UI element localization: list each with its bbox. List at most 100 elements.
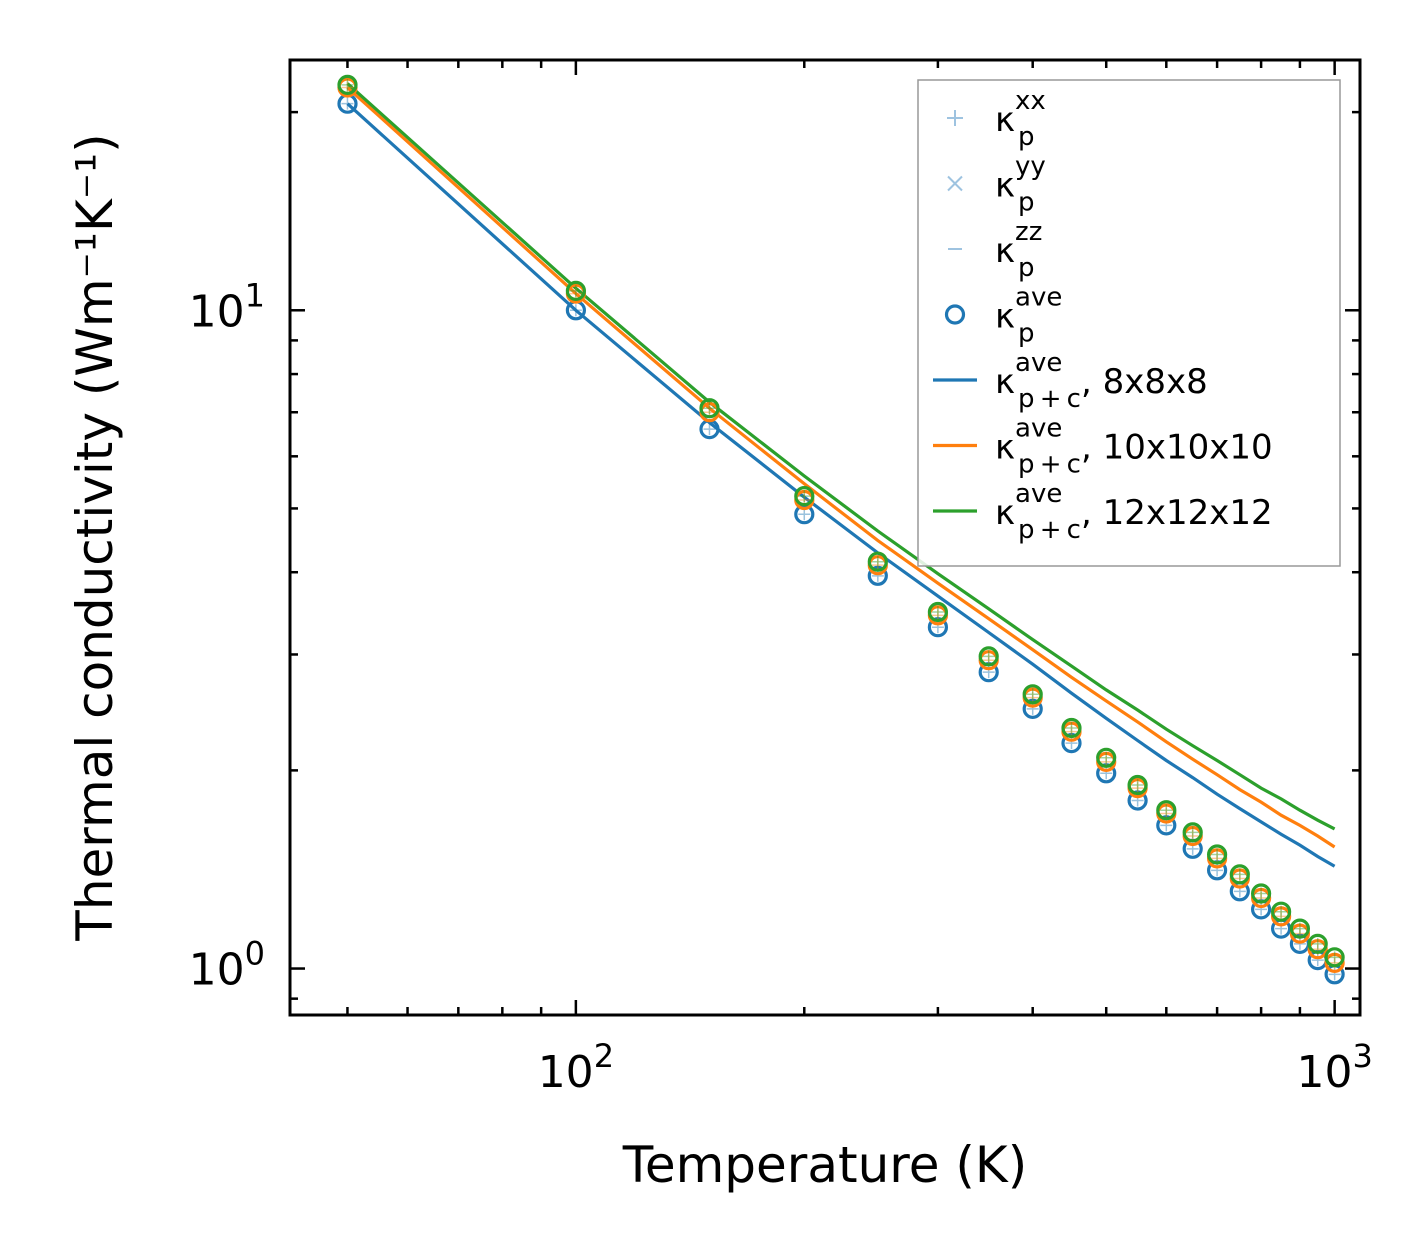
legend-label: κzz p	[995, 217, 1042, 283]
point-kp-12x12x12	[1096, 747, 1117, 768]
component-marker	[341, 97, 354, 110]
y-tick-exp: 0	[245, 935, 265, 973]
y-tick-label: 100	[189, 935, 265, 996]
point-kp-12x12x12	[1156, 800, 1177, 821]
legend-sub: p + c	[1018, 450, 1081, 480]
point-kp-12x12x12	[1127, 774, 1148, 796]
point-kp-12x12x12	[1289, 918, 1311, 939]
point-kp-8x8x8	[1156, 815, 1177, 836]
legend-label: κave p + c, 12x12x12	[995, 479, 1273, 545]
point-kp-12x12x12	[1061, 717, 1082, 739]
point-kp-12x12x12	[1270, 901, 1292, 922]
legend-label: κave p + c, 8x8x8	[995, 348, 1208, 414]
legend-suffix: , 12x12x12	[1081, 493, 1273, 533]
data-group	[337, 74, 1345, 985]
legend-label: κave p + c, 10x10x10	[995, 414, 1273, 480]
legend-label: κxx p	[995, 86, 1046, 152]
point-kp-12x12x12	[927, 601, 949, 623]
legend-sub: p	[1018, 253, 1035, 283]
component-marker	[1131, 779, 1144, 792]
x-tick-base: 10	[1296, 1047, 1352, 1098]
component-marker	[1328, 951, 1341, 964]
component-marker	[1065, 721, 1078, 734]
plot-area	[337, 74, 1345, 985]
component-marker	[931, 606, 944, 619]
point-kp-12x12x12	[1324, 947, 1345, 968]
y-tick-base: 10	[189, 286, 245, 337]
point-kp-12x12x12	[1022, 684, 1043, 705]
legend-box	[917, 79, 1341, 567]
point-kp-12x12x12	[1307, 933, 1328, 955]
legend-suffix: , 10x10x10	[1081, 428, 1273, 468]
legend-entry: κyy p	[947, 152, 1046, 218]
component-marker	[1255, 887, 1268, 900]
x-axis-title: Temperature (K)	[622, 1136, 1027, 1194]
legend-sup: xx	[1015, 86, 1046, 116]
component-marker	[1186, 826, 1199, 839]
legend-kappa: κ	[995, 100, 1015, 140]
legend-kappa: κ	[995, 493, 1015, 533]
legend-entry: κave p + c, 12x12x12	[933, 479, 1273, 545]
legend-sub: p + c	[1018, 515, 1081, 545]
point-kp-12x12x12	[794, 486, 815, 507]
x-tick-base: 10	[538, 1047, 594, 1098]
x-tick-exp: 2	[594, 1037, 614, 1075]
legend-sub: p	[1018, 188, 1035, 218]
component-marker	[798, 508, 811, 521]
component-marker	[1100, 751, 1113, 764]
component-marker	[1160, 804, 1173, 817]
point-kp-12x12x12	[978, 646, 999, 667]
point-kp-12x12x12	[1182, 822, 1203, 843]
x-tick-exp: 3	[1352, 1037, 1372, 1075]
component-marker	[703, 423, 716, 436]
legend-kappa: κ	[995, 362, 1015, 402]
legend-sub: p + c	[1018, 384, 1081, 414]
component-marker	[569, 304, 582, 317]
component-marker	[1275, 905, 1288, 918]
point-kp-8x8x8	[1022, 698, 1043, 720]
legend-sup: yy	[1015, 152, 1046, 182]
component-marker	[1311, 954, 1324, 967]
legend-sub: p	[1018, 319, 1035, 349]
legend-entry: κave p + c, 10x10x10	[933, 414, 1273, 480]
point-kp-12x12x12	[337, 74, 358, 96]
point-kp-12x12x12	[1206, 844, 1228, 865]
component-marker	[871, 569, 884, 582]
y-axis-title: Thermal conductivity (Wm⁻¹K⁻¹)	[66, 133, 124, 941]
legend-circle-icon	[944, 304, 966, 325]
legend-sup: ave	[1015, 283, 1062, 313]
legend-entry: κave p	[944, 283, 1062, 349]
legend-kappa: κ	[995, 428, 1015, 468]
point-kp-12x12x12	[867, 551, 888, 572]
legend-sup: ave	[1015, 348, 1062, 378]
legend-sub: p	[1018, 122, 1035, 152]
component-marker	[1233, 868, 1246, 881]
y-tick-label: 101	[189, 276, 265, 337]
legend-sup: ave	[1015, 479, 1062, 509]
point-kp-10x10x10	[1324, 952, 1345, 974]
legend-entry: κxx p	[947, 86, 1046, 152]
plot-frame	[288, 58, 1362, 1017]
line-kpc-12x12x12	[346, 82, 1336, 831]
component-marker	[341, 78, 354, 91]
legend-entry: κave p + c, 8x8x8	[933, 348, 1208, 414]
component-marker	[798, 490, 811, 503]
point-kp-12x12x12	[699, 398, 720, 419]
legend-label: κyy p	[995, 152, 1046, 218]
point-kp-8x8x8	[927, 617, 949, 638]
component-marker	[1026, 688, 1039, 701]
legend-x-icon	[947, 175, 963, 192]
component-marker	[569, 284, 582, 297]
component-marker	[1293, 922, 1306, 935]
point-kp-8x8x8	[1061, 732, 1082, 754]
legend-label: κave p	[995, 283, 1062, 349]
legend-kappa: κ	[995, 231, 1015, 271]
legend-sup: zz	[1015, 217, 1042, 247]
component-marker	[982, 650, 995, 663]
x-tick-label: 102	[538, 1037, 614, 1098]
component-marker	[1311, 937, 1324, 950]
line-kpc-10x10x10	[346, 86, 1336, 849]
